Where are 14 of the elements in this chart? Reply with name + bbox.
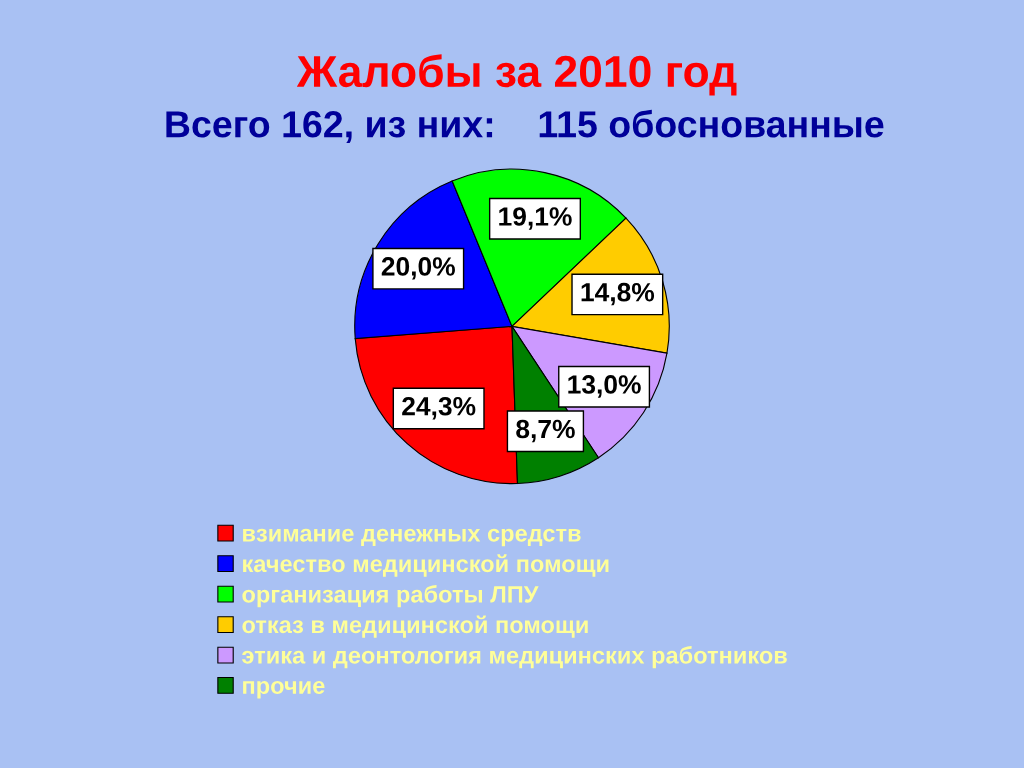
data-label: 13,0% xyxy=(568,375,641,398)
chart-subtitle: Всего 162, из них: 115 обоснованные xyxy=(166,109,884,143)
data-label: 20,0% xyxy=(381,257,455,280)
data-label: 14,8% xyxy=(581,282,655,306)
legend-label: организация работы ЛПУ xyxy=(242,585,539,608)
data-label: 8,7% xyxy=(516,419,575,443)
legend-label: прочие xyxy=(243,680,325,699)
legend-label: качество медицинской помощи xyxy=(243,554,609,577)
data-label: 19,1% xyxy=(499,207,572,230)
legend-label: отказ в медицинской помощи xyxy=(242,615,588,638)
data-label: 24,3% xyxy=(402,396,476,420)
legend-label: этика и деонтология медицинских работников xyxy=(242,646,787,669)
chart-title: Жалобы за 2010 год xyxy=(296,54,737,96)
legend-label: взимание денежных средств xyxy=(243,528,581,547)
